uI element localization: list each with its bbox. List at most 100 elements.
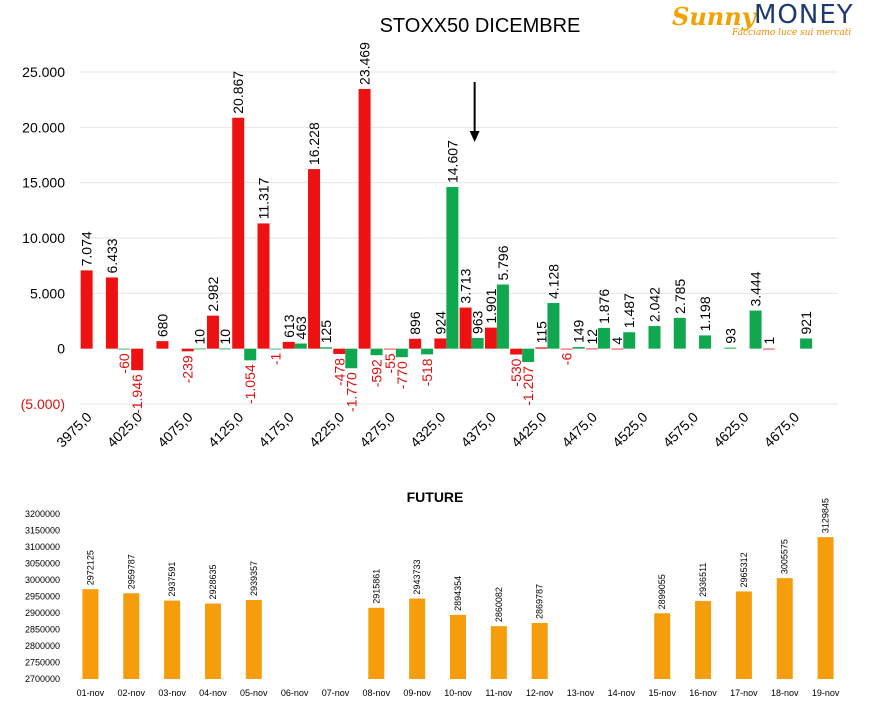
x-tick-label-4575-0: 4575,0	[660, 409, 702, 451]
put-bar-4075-0	[193, 348, 206, 350]
call-bar-4025-0	[131, 348, 144, 371]
put-value-label-4225-0: -1.770	[343, 372, 359, 412]
future-x-tick-label-11-nov: 11-nov	[485, 688, 512, 698]
future-x-tick-label-02-nov: 02-nov	[117, 688, 145, 698]
put-bar-4000-0	[117, 348, 130, 350]
put-bar-4175-0	[294, 343, 307, 349]
put-bar-4225-0	[345, 348, 358, 369]
future-x-tick-label-03-nov: 03-nov	[158, 688, 186, 698]
future-bar-11-nov	[490, 626, 507, 679]
future-y-tick-label-2700000: 2700000	[25, 674, 60, 684]
x-tick-label-4675-0: 4675,0	[761, 409, 803, 451]
open-interest-chart: STOXX50 DICEMBRE25.00020.00015.00010.000…	[21, 15, 838, 450]
call-bar-4100-0	[206, 315, 219, 349]
call-value-label-4250-0: 23.469	[357, 42, 373, 85]
put-bar-4325-0	[446, 187, 459, 349]
future-value-label-17-nov: 2965312	[739, 552, 749, 587]
future-x-tick-label-15-nov: 15-nov	[648, 688, 676, 698]
x-tick-label-4275-0: 4275,0	[356, 409, 398, 451]
put-bar-4600-0	[724, 347, 737, 349]
future-bar-09-nov	[409, 598, 426, 679]
future-value-label-01-nov: 2972125	[85, 550, 95, 585]
put-bar-4625-0	[749, 310, 762, 349]
future-value-label-05-nov: 2939357	[249, 561, 259, 596]
put-bar-4150-0	[269, 348, 282, 350]
x-tick-label-4025-0: 4025,0	[104, 409, 146, 451]
put-value-label-4100-0: 10	[217, 329, 233, 345]
call-bar-4650-0	[762, 348, 775, 350]
future-x-tick-label-17-nov: 17-nov	[730, 688, 758, 698]
logo-tagline: Facciamo luce sui mercati	[732, 28, 852, 38]
x-tick-label-4525-0: 4525,0	[609, 409, 651, 451]
future-bar-19-nov	[817, 537, 834, 679]
x-tick-label-4125-0: 4125,0	[205, 409, 247, 451]
future-x-tick-label-09-nov: 09-nov	[403, 688, 431, 698]
x-tick-label-4475-0: 4475,0	[558, 409, 600, 451]
put-value-label-4150-0: -1	[268, 352, 284, 365]
call-value-label-4325-0: 924	[432, 311, 448, 335]
put-value-label-4400-0: -1.207	[520, 366, 536, 406]
future-y-tick-label-3150000: 3150000	[25, 526, 60, 536]
put-bar-4300-0	[421, 348, 434, 355]
y-tick-label-5-000: 5.000	[30, 285, 65, 301]
x-tick-label-4225-0: 4225,0	[306, 409, 348, 451]
call-value-label-4050-0: 680	[154, 314, 170, 338]
y-tick-label-20-000: 20.000	[22, 119, 65, 135]
put-bar-4675-0	[800, 338, 813, 349]
put-bar-4275-0	[395, 348, 408, 358]
logo-brand-sunny: Sunny	[672, 2, 756, 31]
future-y-tick-label-3100000: 3100000	[25, 542, 60, 552]
call-value-label-4200-0: 16.228	[306, 122, 322, 165]
call-bar-4375-0	[484, 327, 497, 349]
future-x-tick-label-16-nov: 16-nov	[689, 688, 717, 698]
call-bar-4450-0	[560, 348, 573, 350]
future-value-label-11-nov: 2860082	[494, 587, 504, 622]
arrow-head	[469, 131, 480, 142]
future-value-label-03-nov: 2937591	[167, 562, 177, 597]
put-bar-4375-0	[496, 284, 509, 349]
put-value-label-4300-0: -518	[419, 358, 435, 386]
call-value-label-4300-0: 896	[407, 311, 423, 335]
call-value-label-4000-0: 6.433	[104, 238, 120, 273]
future-y-tick-label-2750000: 2750000	[25, 658, 60, 668]
put-bar-4425-0	[547, 302, 560, 349]
future-value-label-04-nov: 2928635	[208, 565, 218, 600]
put-value-label-4325-0: 14.607	[444, 140, 460, 183]
put-bar-4550-0	[673, 317, 686, 349]
call-value-label-4275-0: -55	[382, 353, 398, 373]
call-bar-4250-0	[358, 88, 371, 349]
y-tick-label-5-000: (5.000)	[21, 396, 65, 412]
put-bar-4500-0	[623, 332, 636, 349]
put-value-label-4200-0: 125	[318, 320, 334, 344]
put-value-label-4000-0: -60	[116, 353, 132, 373]
call-value-label-4650-0: 1	[761, 337, 777, 345]
future-value-label-16-nov: 2936511	[698, 563, 708, 597]
put-value-label-4675-0: 921	[798, 311, 814, 335]
x-tick-label-4425-0: 4425,0	[508, 409, 550, 451]
future-x-tick-label-04-nov: 04-nov	[199, 688, 227, 698]
call-value-label-4450-0: -6	[559, 353, 575, 366]
call-value-label-4225-0: -478	[331, 358, 347, 386]
put-bar-4200-0	[320, 347, 333, 349]
future-value-label-19-nov: 3129845	[821, 498, 831, 533]
put-bar-4400-0	[522, 348, 535, 363]
call-bar-4175-0	[282, 341, 295, 349]
put-bar-4250-0	[370, 348, 383, 356]
call-bar-4000-0	[105, 277, 118, 349]
future-y-tick-label-2950000: 2950000	[25, 592, 60, 602]
put-value-label-4475-0: 1.876	[596, 289, 612, 324]
future-y-tick-label-2850000: 2850000	[25, 625, 60, 635]
future-x-tick-label-07-nov: 07-nov	[322, 688, 350, 698]
call-value-label-4475-0: 12	[584, 329, 600, 345]
x-tick-label-3975-0: 3975,0	[53, 409, 95, 451]
future-value-label-12-nov: 2869787	[535, 584, 545, 619]
call-bar-4500-0	[611, 348, 624, 350]
put-bar-4575-0	[699, 335, 712, 349]
y-tick-label-0: 0	[57, 341, 65, 357]
call-value-label-3975-0: 7.074	[79, 231, 95, 266]
call-bar-4475-0	[585, 348, 598, 350]
call-value-label-4400-0: -530	[508, 358, 524, 386]
future-x-tick-label-06-nov: 06-nov	[281, 688, 309, 698]
